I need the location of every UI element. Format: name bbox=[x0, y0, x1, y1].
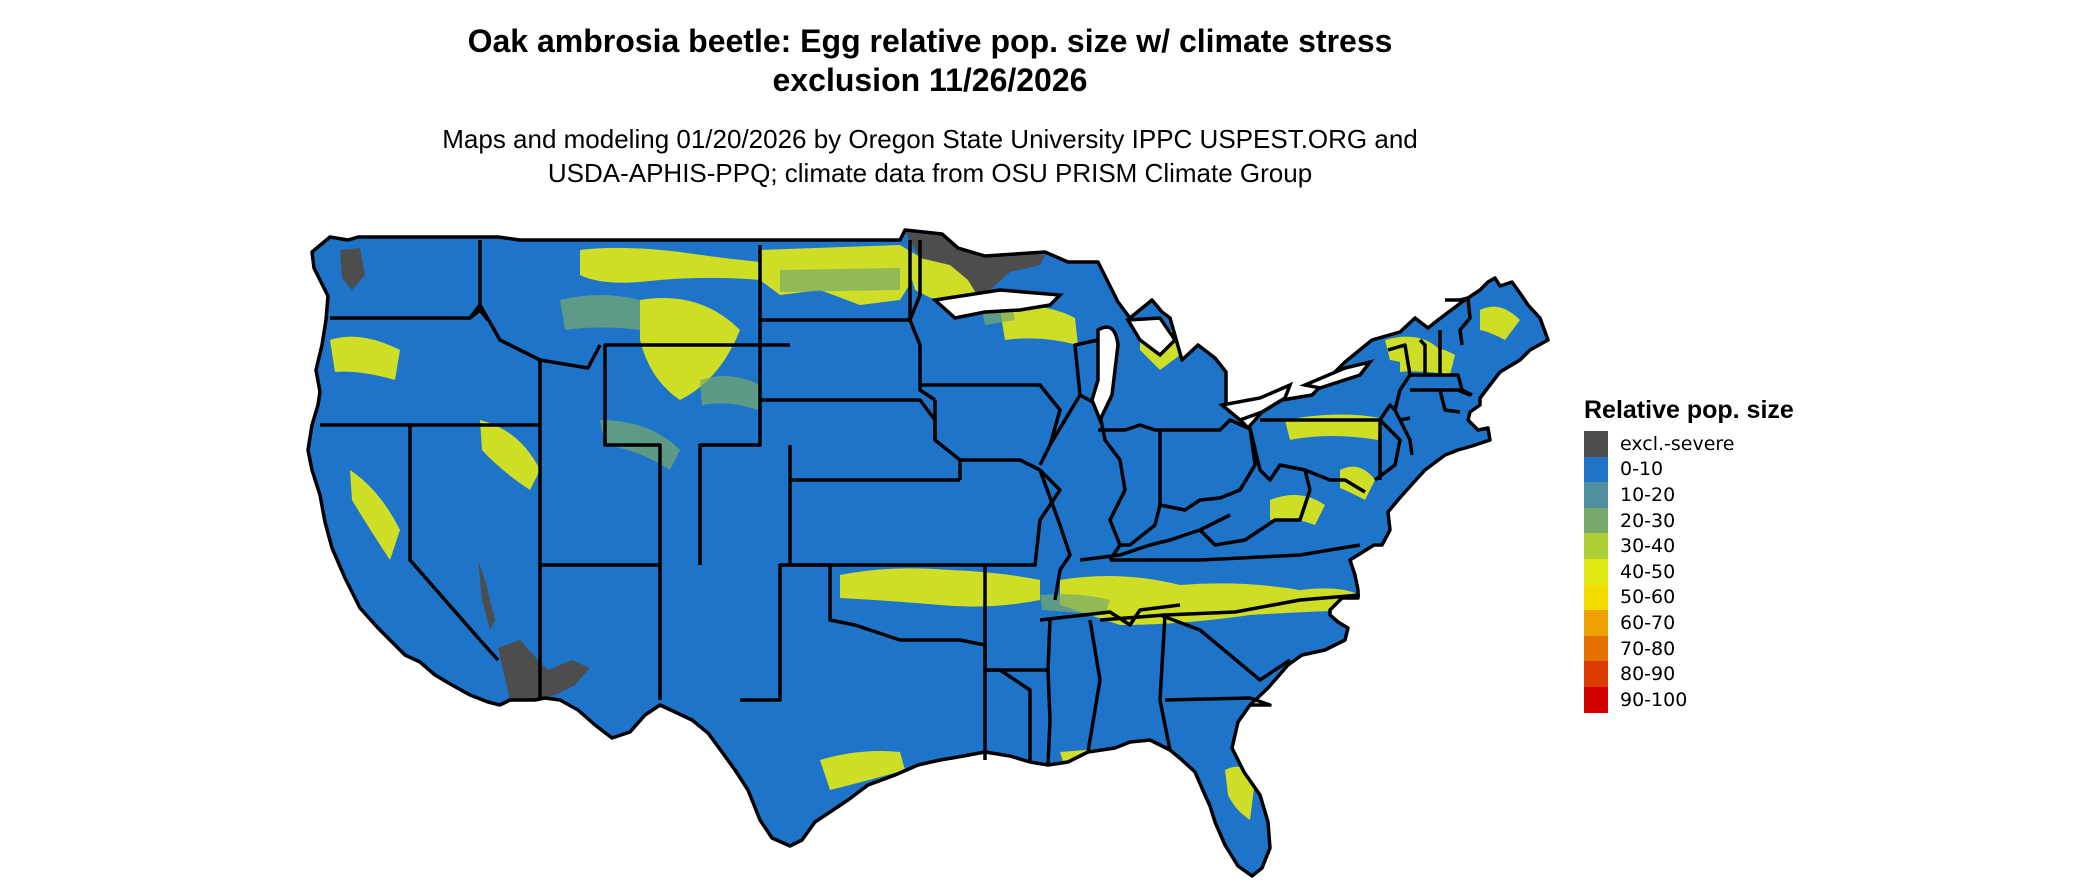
legend-label: 30-40 bbox=[1620, 535, 1676, 558]
legend-item: 70-80 bbox=[1584, 635, 1794, 662]
legend-label: 70-80 bbox=[1620, 637, 1676, 660]
legend-label: 50-60 bbox=[1620, 586, 1676, 609]
map-subtitle-line-2: USDA-APHIS-PPQ; climate data from OSU PR… bbox=[547, 158, 1313, 188]
legend-label: 10-20 bbox=[1620, 483, 1676, 506]
legend-swatch bbox=[1584, 533, 1608, 559]
legend-swatch bbox=[1584, 610, 1608, 636]
legend-swatch bbox=[1584, 661, 1608, 687]
legend-item: 80-90 bbox=[1584, 661, 1794, 687]
legend-swatch bbox=[1584, 482, 1608, 508]
map-subtitle: Maps and modeling 01/20/2026 by Oregon S… bbox=[0, 122, 1860, 190]
legend-item: 30-40 bbox=[1584, 533, 1794, 559]
great-lakes bbox=[931, 288, 1375, 425]
legend-swatch bbox=[1584, 431, 1608, 457]
legend-item: 60-70 bbox=[1584, 610, 1794, 636]
legend-swatch bbox=[1584, 686, 1608, 713]
legend-label: 80-90 bbox=[1620, 663, 1676, 686]
legend-label: 40-50 bbox=[1620, 560, 1676, 583]
legend-item: 10-20 bbox=[1584, 482, 1794, 508]
legend: Relative pop. size excl.-severe 0-10 10-… bbox=[1584, 395, 1794, 713]
legend-title: Relative pop. size bbox=[1584, 396, 1794, 424]
map-title: Oak ambrosia beetle: Egg relative pop. s… bbox=[0, 22, 1860, 100]
legend-item: 50-60 bbox=[1584, 584, 1794, 611]
legend-swatch bbox=[1584, 635, 1608, 662]
legend-item: excl.-severe bbox=[1584, 431, 1794, 457]
legend-label: 60-70 bbox=[1620, 611, 1676, 634]
legend-label: 20-30 bbox=[1620, 509, 1676, 532]
legend-item: 40-50 bbox=[1584, 558, 1794, 585]
map-title-line-1: Oak ambrosia beetle: Egg relative pop. s… bbox=[467, 23, 1393, 59]
map-subtitle-line-1: Maps and modeling 01/20/2026 by Oregon S… bbox=[442, 124, 1418, 154]
legend-label: 90-100 bbox=[1620, 688, 1688, 711]
legend-item: 0-10 bbox=[1584, 456, 1794, 483]
legend-swatch bbox=[1584, 507, 1608, 534]
legend-swatch bbox=[1584, 456, 1608, 483]
legend-item: 20-30 bbox=[1584, 507, 1794, 534]
map-title-line-2: exclusion 11/26/2026 bbox=[772, 62, 1088, 98]
legend-label: 0-10 bbox=[1620, 458, 1664, 481]
legend-item: 90-100 bbox=[1584, 686, 1794, 713]
legend-items: excl.-severe 0-10 10-20 20-30 30-40 40-5… bbox=[1584, 431, 1794, 713]
legend-label: excl.-severe bbox=[1620, 432, 1735, 455]
legend-swatch bbox=[1584, 558, 1608, 585]
legend-swatch bbox=[1584, 584, 1608, 611]
